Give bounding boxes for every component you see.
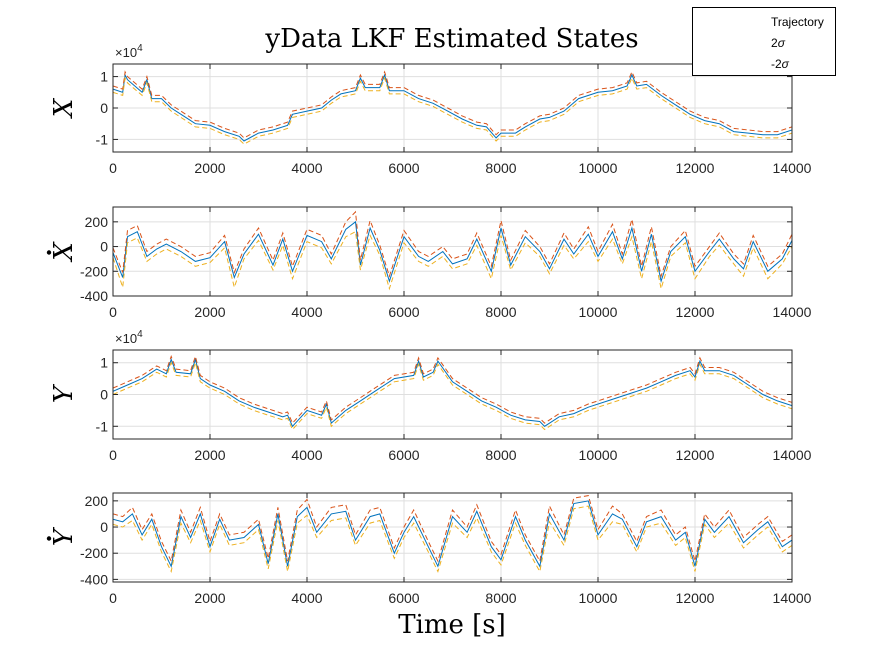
legend-entry-trajectory: Trajectory <box>701 14 831 32</box>
y-tick-label: 1 <box>100 69 108 85</box>
x-tick-label: 14000 <box>773 447 812 463</box>
x-tick-label: 0 <box>109 590 117 606</box>
legend-label-trajectory: Trajectory <box>771 15 824 29</box>
axes-background <box>113 207 792 296</box>
x-tick-label: 0 <box>109 447 117 463</box>
series-group <box>113 70 792 145</box>
x-tick-label: 6000 <box>388 304 419 320</box>
y-tick-label: 0 <box>100 387 108 403</box>
series-line-plus-2sigma <box>113 210 792 279</box>
series-line-plus-2sigma <box>113 354 792 425</box>
axes-2: 0 2000 4000 6000 8000 10000 12000 14000-400-200… <box>46 206 812 320</box>
axes-frame <box>112 492 793 583</box>
y-tick-label: 0 <box>100 519 108 535</box>
y-axis-label: Y <box>49 383 79 403</box>
x-tick-label: 4000 <box>291 447 322 463</box>
x-tick-label: 0 <box>109 304 117 320</box>
x-tick-label: 8000 <box>485 304 516 320</box>
legend: Trajectory 2σ -2σ <box>692 7 836 76</box>
x-tick-label: 2000 <box>194 304 225 320</box>
x-tick-label: 10000 <box>579 590 618 606</box>
y-tick-label: -200 <box>80 263 108 279</box>
legend-label-plus-2sigma-coef: 2 <box>771 36 778 50</box>
x-tick-label: 4000 <box>291 304 322 320</box>
y-tick-label: -400 <box>80 288 108 304</box>
y-exponent-label: ×104 <box>115 329 143 346</box>
y-tick-label: 1 <box>100 355 108 371</box>
x-tick-label: 2000 <box>194 590 225 606</box>
x-tick-label: 14000 <box>773 304 812 320</box>
x-tick-label: 8000 <box>485 590 516 606</box>
y-tick-label: 200 <box>85 214 109 230</box>
legend-label-plus-2sigma-symbol: σ <box>777 36 785 50</box>
x-tick-label: 6000 <box>388 447 419 463</box>
x-tick-label: 10000 <box>579 304 618 320</box>
legend-label-minus-2sigma-symbol: σ <box>781 57 789 71</box>
x-tick-label: 4000 <box>291 160 322 176</box>
series-group <box>113 210 792 291</box>
series-group <box>113 354 792 431</box>
y-tick-label: 200 <box>85 493 109 509</box>
x-tick-label: 0 <box>109 160 117 176</box>
y-tick-label: -400 <box>80 571 108 587</box>
axes-1: 0 2000 4000 6000 8000 10000 12000 14000-101×104… <box>49 43 812 176</box>
y-axis-label-dot <box>46 250 52 255</box>
x-tick-label: 2000 <box>194 160 225 176</box>
x-tick-label: 8000 <box>485 447 516 463</box>
x-tick-label: 2000 <box>194 447 225 463</box>
x-axis-label: Time [s] <box>398 610 506 640</box>
y-tick-label: 0 <box>100 239 108 255</box>
figure-title: yData LKF Estimated States <box>264 24 638 54</box>
y-axis-label: Y <box>49 526 79 546</box>
series-line-trajectory <box>113 73 792 142</box>
series-line-minus-2sigma <box>113 360 792 431</box>
x-tick-label: 6000 <box>388 590 419 606</box>
legend-entry-minus-2sigma: -2σ <box>701 56 831 74</box>
x-tick-label: 12000 <box>676 160 715 176</box>
axes-frame <box>112 206 793 297</box>
axes-4: 0 2000 4000 6000 8000 10000 12000 14000-400-200… <box>46 492 812 606</box>
series-line-trajectory <box>113 500 792 568</box>
series-line-trajectory <box>113 357 792 428</box>
legend-entry-plus-2sigma: 2σ <box>701 35 831 53</box>
x-tick-label: 12000 <box>676 590 715 606</box>
legend-label-minus-2sigma: -2σ <box>771 57 789 71</box>
legend-label-minus-2sigma-coef: -2 <box>771 57 782 71</box>
x-tick-label: 6000 <box>388 160 419 176</box>
y-axis-label: X <box>49 97 79 119</box>
y-tick-label: -1 <box>96 131 109 147</box>
y-tick-label: -200 <box>80 545 108 561</box>
y-tick-label: -1 <box>96 418 109 434</box>
y-tick-label: 0 <box>100 100 108 116</box>
series-line-minus-2sigma <box>113 76 792 145</box>
x-tick-label: 4000 <box>291 590 322 606</box>
series-line-minus-2sigma <box>113 505 792 574</box>
series-line-plus-2sigma <box>113 495 792 563</box>
series-line-minus-2sigma <box>113 230 792 291</box>
x-tick-label: 10000 <box>579 160 618 176</box>
x-tick-label: 14000 <box>773 160 812 176</box>
x-tick-label: 12000 <box>676 304 715 320</box>
x-tick-label: 8000 <box>485 160 516 176</box>
legend-label-plus-2sigma: 2σ <box>771 36 785 50</box>
x-tick-label: 12000 <box>676 447 715 463</box>
y-axis-label-dot <box>46 536 52 541</box>
axes-3: 0 2000 4000 6000 8000 10000 12000 14000-101×104… <box>49 329 812 463</box>
series-group <box>113 495 792 574</box>
x-tick-label: 14000 <box>773 590 812 606</box>
y-exponent-label: ×104 <box>115 43 143 60</box>
series-line-plus-2sigma <box>113 70 792 139</box>
x-tick-label: 10000 <box>579 447 618 463</box>
y-axis-label: X <box>49 241 79 263</box>
series-line-trajectory <box>113 220 792 284</box>
